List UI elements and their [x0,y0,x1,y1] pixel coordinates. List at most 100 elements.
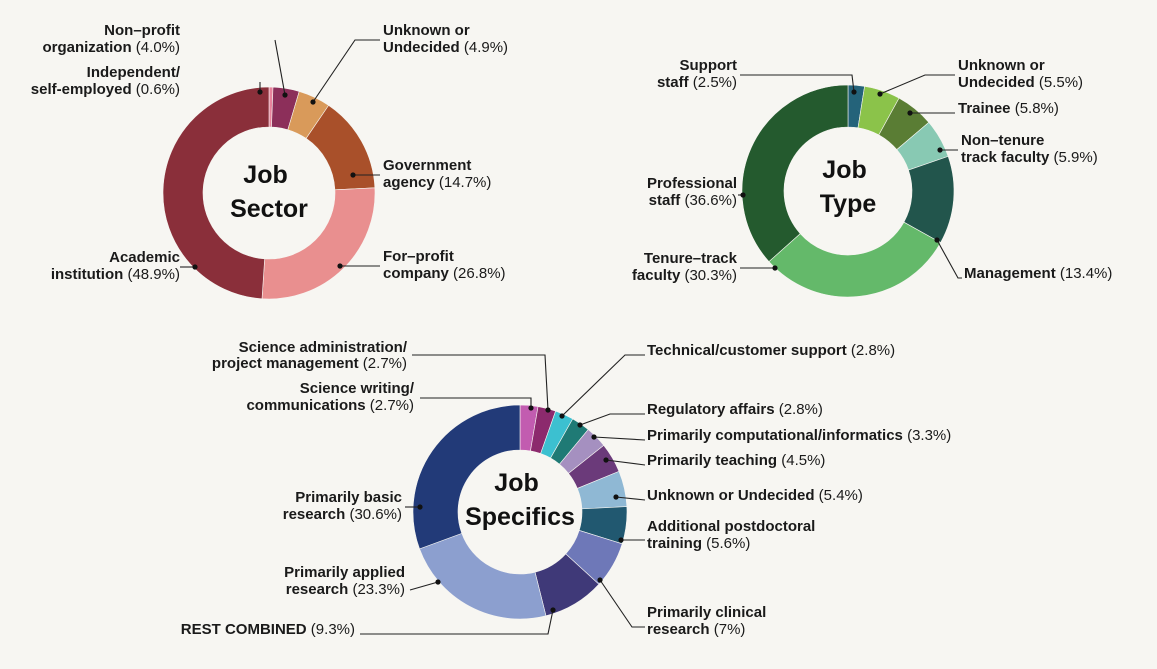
job-sector-marker-academic-institution [192,264,198,270]
job-sector-label-non-profit-organization-line-2: organization (4.0%) [42,39,180,56]
job-type-title: Job Type [820,156,877,218]
job-type-leader-management [936,239,962,279]
job-type-label-non-tenure-track-faculty-line-1: Non–tenure [961,132,1044,149]
job-sector-label-independent-self-employed: Independent/self-employed (0.6%) [31,64,181,98]
job-specifics-label-science-writing-communications: Science writing/communications (2.7%) [246,380,414,414]
job-specifics-label-primarily-applied-research-line-1: Primarily applied [284,564,405,581]
job-sector-label-independent-self-employed-line-2: self-employed (0.6%) [31,81,180,98]
job-sector-label-for-profit-company-line-2: company (26.8%) [383,265,506,282]
job-specifics-label-rest-combined-line-1: REST COMBINED (9.3%) [181,621,355,638]
job-type-value-support-staff: (2.5%) [689,74,737,91]
job-specifics-value-primarily-basic-research: (30.6%) [345,506,402,523]
job-sector-marker-independent-self-employed [257,89,263,95]
job-type-labels: Support staff (2.5%) Unknown or Undecided (… [632,57,1112,284]
job-specifics-label-primarily-clinical-research-line-2: research (7%) [647,621,745,638]
job-type-label-unknown-or-undecided-line-2: Undecided (5.5%) [958,74,1083,91]
job-sector-label-government-agency-line-1: Government [383,157,471,174]
job-specifics-label-science-administration-project-management: Science administration/project managemen… [212,339,408,372]
job-specifics-label-science-writing-communications-line-2: communications (2.7%) [246,397,414,414]
job-specifics-label-regulatory-affairs-line-1: Regulatory affairs (2.8%) [647,401,823,418]
job-sector-label-government-agency-line-2: agency (14.7%) [383,174,491,191]
job-specifics-leader-regulatory-affairs [579,413,645,426]
job-sector-value-non-profit-organization: (4.0%) [132,39,180,56]
job-specifics-label-regulatory-affairs: Regulatory affairs (2.8%) [647,401,823,418]
job-sector-value-for-profit-company: (26.8%) [449,265,506,282]
job-sector-value-unknown-or-undecided: (4.9%) [460,39,508,56]
job-type-marker-management [934,237,940,243]
job-type-value-non-tenure-track-faculty: (5.9%) [1049,149,1097,166]
job-type-marker-support-staff [851,89,857,95]
job-sector-label-government-agency: Government agency (14.7%) [383,157,491,191]
job-specifics-marker-rest-combined [550,607,556,613]
job-sector-label-unknown-or-undecided-line-1: Unknown or [383,22,470,39]
job-sector-label-non-profit-organization-line-1: Non–profit [104,22,180,39]
job-specifics-label-primarily-basic-research: Primarily basic research (30.6%) [283,489,402,523]
job-sector-value-government-agency: (14.7%) [435,174,492,191]
job-type-label-professional-staff: Professional staff (36.6%) [647,175,737,209]
job-specifics-leader-science-writing-communications [420,397,532,408]
job-specifics-value-technical-customer-support: (2.8%) [847,342,895,359]
job-type-label-support-staff-line-2: staff (2.5%) [657,74,737,91]
job-sector-label-non-profit-organization: Non–profit organization (4.0%) [42,22,180,56]
job-specifics-marker-primarily-clinical-research [597,577,603,583]
job-specifics-slice-primarily-applied-research [419,532,547,620]
job-type-label-management-line-1: Management (13.4%) [964,265,1112,282]
job-type-label-management: Management (13.4%) [964,265,1112,282]
job-specifics-title-line-1: Job [494,469,538,497]
job-sector-marker-government-agency [350,172,356,178]
job-type-marker-professional-staff [740,192,746,198]
job-type-title-line-2: Type [820,190,877,218]
job-type-label-unknown-or-undecided-line-1: Unknown or [958,57,1045,74]
job-sector-label-for-profit-company-line-1: For–profit [383,248,454,265]
job-type-marker-trainee [907,110,913,116]
job-specifics-label-science-administration-project-management-line-1: Science administration/ [239,339,408,356]
job-specifics-label-primarily-applied-research-line-2: research (23.3%) [286,581,405,598]
job-type-label-tenure-track-faculty-line-1: Tenure–track [644,250,738,267]
job-specifics-label-primarily-clinical-research: Primarily clinical research (7%) [647,604,766,638]
job-type-slices [741,84,955,298]
job-type-label-non-tenure-track-faculty: Non–tenure track faculty (5.9%) [961,132,1098,166]
job-sector-marker-non-profit-organization [282,92,288,98]
job-specifics-slice-primarily-basic-research [412,404,521,550]
job-specifics-leader-primarily-clinical-research [599,579,645,628]
job-specifics-label-additional-postdoctoral-training-line-2: training (5.6%) [647,535,750,552]
job-type-label-professional-staff-line-2: staff (36.6%) [649,192,737,209]
job-specifics-value-primarily-clinical-research: (7%) [710,621,746,638]
job-type-slice-tenure-track-faculty [768,221,941,298]
job-type-leader-support-staff [740,74,855,93]
job-specifics-label-primarily-teaching-line-1: Primarily teaching (4.5%) [647,452,825,469]
job-specifics-title: Job Specifics [465,469,575,531]
job-specifics-marker-primarily-basic-research [417,504,423,510]
job-sector-title-line-1: Job [243,161,287,189]
job-sector-marker-unknown-or-undecided [310,99,316,105]
job-specifics-marker-primarily-teaching [603,457,609,463]
job-specifics-slices [412,404,628,620]
job-specifics-value-primarily-teaching: (4.5%) [777,452,825,469]
job-type-marker-tenure-track-faculty [772,265,778,271]
job-specifics-marker-additional-postdoctoral-training [618,537,624,543]
job-sector-label-unknown-or-undecided-line-2: Undecided (4.9%) [383,39,508,56]
job-sector-marker-for-profit-company [337,263,343,269]
job-specifics-label-technical-customer-support: Technical/customer support (2.8%) [647,342,895,359]
job-specifics-leader-primarily-applied-research [409,581,439,591]
job-specifics-leader-primarily-teaching [605,459,646,466]
job-specifics-label-technical-customer-support-line-1: Technical/customer support (2.8%) [647,342,895,359]
job-specifics-value-regulatory-affairs: (2.8%) [775,401,823,418]
job-specifics-value-additional-postdoctoral-training: (5.6%) [702,535,750,552]
job-specifics-marker-unknown-or-undecided [613,494,619,500]
job-type-label-unknown-or-undecided: Unknown or Undecided (5.5%) [958,57,1083,91]
job-specifics-value-unknown-or-undecided: (5.4%) [815,487,863,504]
job-specifics-marker-science-administration-project-management [545,407,551,413]
job-sector-chart: Job Sector Independent/self-employed (0.… [31,22,508,300]
job-specifics-label-primarily-computational-informatics-line-1: Primarily computational/informatics (3.3… [647,427,951,444]
job-specifics-label-rest-combined: REST COMBINED (9.3%) [181,621,355,638]
job-specifics-label-primarily-teaching: Primarily teaching (4.5%) [647,452,825,469]
job-type-value-management: (13.4%) [1056,265,1113,282]
job-type-label-non-tenure-track-faculty-line-2: track faculty (5.9%) [961,149,1098,166]
job-type-label-tenure-track-faculty-line-2: faculty (30.3%) [632,267,737,284]
job-type-label-support-staff: Support staff (2.5%) [657,57,737,91]
job-sector-slices [162,86,376,300]
job-specifics-marker-regulatory-affairs [577,422,583,428]
job-sector-label-academic-institution-line-1: Academic [109,249,180,266]
job-specifics-title-line-2: Specifics [465,503,575,531]
